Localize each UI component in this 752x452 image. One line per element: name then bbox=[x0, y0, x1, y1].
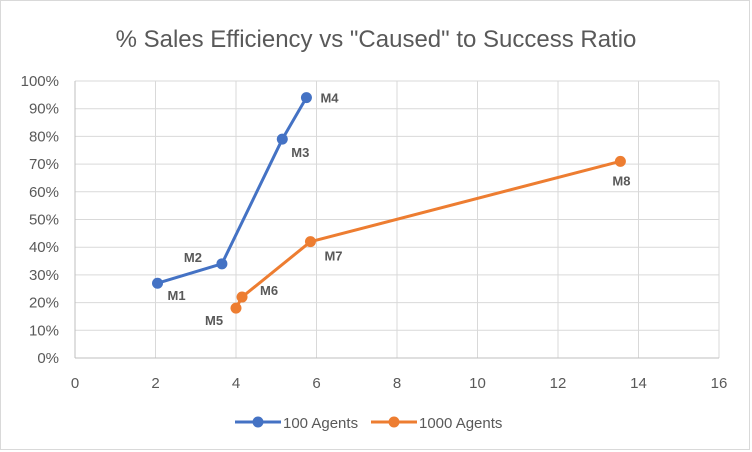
x-tick-label: 12 bbox=[550, 375, 567, 392]
series-line-2 bbox=[234, 159, 621, 309]
point-label-m1: M1 bbox=[168, 288, 186, 303]
data-point-m3 bbox=[276, 133, 288, 145]
data-point-m6 bbox=[236, 291, 248, 303]
chart-title: % Sales Efficiency vs "Caused" to Succes… bbox=[116, 26, 637, 53]
x-tick-label: 2 bbox=[151, 375, 159, 392]
data-point-m4 bbox=[300, 92, 312, 104]
legend-label-1: 100 Agents bbox=[283, 415, 358, 432]
legend-label-2: 1000 Agents bbox=[419, 415, 502, 432]
y-tick-label: 80% bbox=[29, 128, 59, 145]
y-tick-label: 10% bbox=[29, 322, 59, 339]
x-tick-label: 16 bbox=[711, 375, 728, 392]
y-tick-label: 100% bbox=[21, 73, 59, 90]
point-label-m7: M7 bbox=[324, 249, 342, 264]
y-tick-label: 20% bbox=[29, 295, 59, 312]
point-label-m6: M6 bbox=[260, 283, 278, 298]
data-point-m7 bbox=[304, 236, 316, 248]
point-label-m5: M5 bbox=[205, 313, 223, 328]
point-labels: M1 M2 M3 M4 M5 M6 M7 M8 bbox=[168, 91, 631, 329]
y-tick-label: 60% bbox=[29, 184, 59, 201]
point-label-m3: M3 bbox=[291, 145, 309, 160]
x-tick-label: 6 bbox=[312, 375, 320, 392]
x-tick-label: 0 bbox=[71, 375, 79, 392]
x-tick-label: 10 bbox=[469, 375, 486, 392]
y-tick-label: 0% bbox=[37, 350, 59, 367]
data-point-m1 bbox=[152, 277, 164, 289]
legend: 100 Agents 1000 Agents bbox=[235, 415, 502, 432]
axes: 0% 10% 20% 30% 40% 50% 60% 70% 80% 90% 100% 0 2 4 6 8 10… bbox=[21, 73, 728, 392]
y-tick-label: 30% bbox=[29, 267, 59, 284]
point-label-m2: M2 bbox=[184, 250, 202, 265]
x-tick-label: 8 bbox=[393, 375, 401, 392]
legend-marker-1 bbox=[252, 416, 264, 428]
series-layer bbox=[152, 92, 626, 314]
data-point-m2 bbox=[216, 258, 228, 270]
y-tick-label: 40% bbox=[29, 239, 59, 256]
point-label-m8: M8 bbox=[612, 173, 630, 188]
series-line-1 bbox=[157, 96, 308, 285]
x-tick-label: 14 bbox=[630, 375, 647, 392]
legend-marker-2 bbox=[388, 416, 400, 428]
point-label-m4: M4 bbox=[320, 91, 339, 106]
y-tick-label: 70% bbox=[29, 156, 59, 173]
y-tick-label: 90% bbox=[29, 101, 59, 118]
y-tick-label: 50% bbox=[29, 212, 59, 229]
data-point-m5 bbox=[230, 302, 242, 314]
data-point-m8 bbox=[614, 155, 626, 167]
x-tick-label: 4 bbox=[232, 375, 240, 392]
